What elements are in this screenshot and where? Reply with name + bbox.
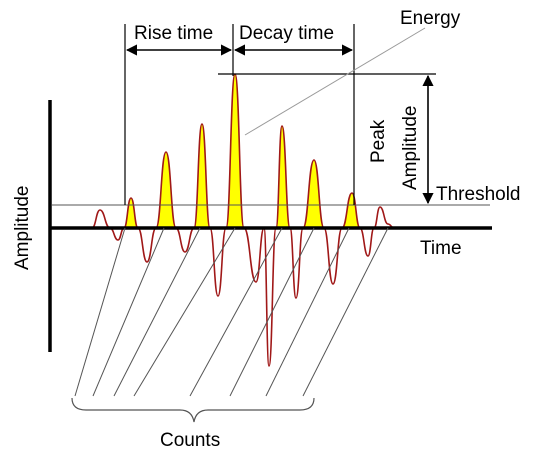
count-line-7 — [265, 227, 350, 397]
decay-time-label: Decay time — [239, 23, 334, 44]
counts-label: Counts — [160, 430, 220, 451]
energy-leader-line — [244, 27, 426, 136]
count-line-4 — [133, 227, 236, 397]
count-line-6 — [229, 227, 315, 397]
above-threshold-fills — [124, 74, 360, 228]
threshold-fill-6 — [303, 160, 324, 228]
threshold-fill-7 — [342, 193, 360, 228]
energy-label: Energy — [400, 8, 461, 29]
peak-amplitude-label-line1: Peak — [368, 119, 389, 163]
threshold-fill-1 — [124, 198, 138, 228]
count-line-1 — [74, 227, 126, 397]
amplitude-label: Amplitude — [12, 186, 33, 271]
threshold-fill-4 — [226, 74, 244, 228]
threshold-fill-2 — [156, 152, 176, 228]
counts-brace — [71, 397, 315, 423]
count-lines — [74, 227, 389, 397]
count-line-2 — [92, 227, 165, 397]
threshold-fill-3 — [194, 124, 210, 228]
rise-time-label: Rise time — [134, 23, 213, 44]
count-line-5 — [189, 227, 283, 397]
count-line-8 — [302, 227, 389, 397]
count-line-3 — [113, 227, 201, 397]
peak-amplitude-label-line2: Amplitude — [400, 106, 421, 191]
time-label: Time — [420, 238, 462, 259]
threshold-label: Threshold — [436, 184, 521, 205]
